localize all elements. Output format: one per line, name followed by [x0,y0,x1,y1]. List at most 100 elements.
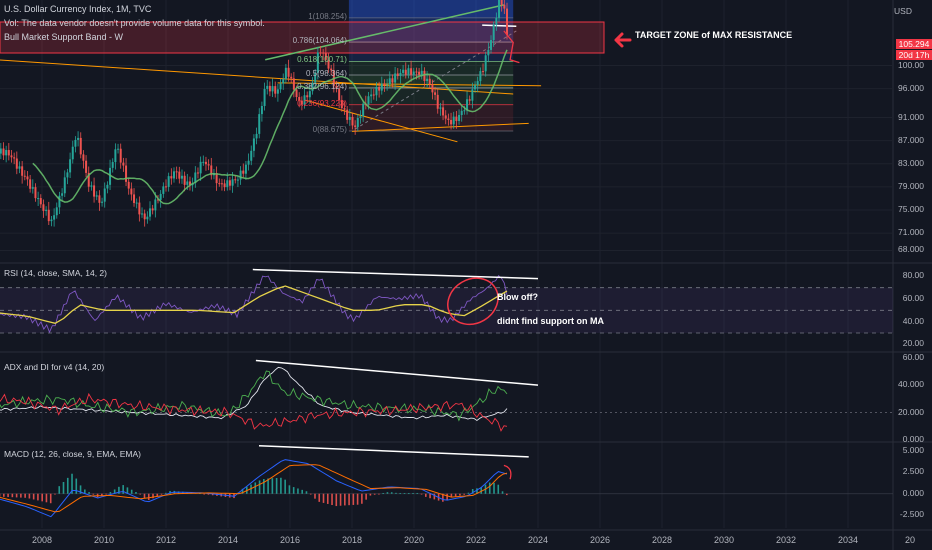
candle-body [372,94,375,96]
candle-body [141,213,144,215]
candle-body [13,157,16,159]
macd-histogram-bar [403,493,406,494]
candle-body [498,0,501,18]
candle-body [474,85,477,90]
macd-histogram-bar [24,493,26,498]
candle-body [133,194,136,203]
candle-body [119,148,122,163]
macd-histogram-bar [331,493,333,506]
candle-body [63,177,66,194]
candle-body [476,81,479,86]
candle-body [431,84,434,93]
macd-histogram-bar [71,473,73,494]
macd-histogram-bar [382,493,384,494]
candle-body [351,116,354,126]
macd-histogram-bar [463,493,465,495]
candle-body [284,67,287,80]
candle-body [188,181,191,186]
candle-body [34,187,37,199]
candle-body [135,202,138,204]
candle-body [276,89,279,94]
candle-body [93,185,96,197]
macd-histogram-bar [275,477,278,494]
macd-histogram-bar [454,493,457,497]
candle-body [460,110,463,116]
candle-body [130,188,133,195]
candle-body [492,25,495,41]
x-tick-label: 20 [904,535,916,545]
candle-body [109,167,112,185]
macd-histogram-bar [390,492,393,494]
fib-level-label: 0.618(100.71) [297,55,347,65]
candle-body [258,114,261,134]
candle-body [386,84,389,86]
macd-histogram-bar [305,491,308,494]
y-tick-label: 68.000 [898,244,924,255]
candle-body [103,188,106,202]
x-tick-label: 2028 [651,535,673,545]
macd-histogram-bar [297,488,299,494]
candle-body [228,180,231,186]
adx-tick-label: 60.00 [902,351,924,362]
candle-body [380,83,383,91]
candle-body [383,83,386,86]
candle-body [125,165,128,182]
y-tick-label: 79.000 [898,180,924,191]
macd-histogram-bar [54,493,56,495]
candle-body [15,158,18,169]
macd-histogram-bar [271,478,274,494]
candle-body [356,118,359,127]
symbol-title: U.S. Dollar Currency Index, 1M, TVC [4,4,152,14]
candle-body [21,166,24,176]
macd-histogram-bar [62,482,65,494]
candle-body [87,172,90,187]
candle-body [170,176,173,179]
x-tick-label: 2030 [713,535,735,545]
macd-histogram-bar [3,493,5,497]
macd-histogram-bar [450,493,453,498]
macd-histogram-bar [378,493,380,495]
candle-body [55,207,58,216]
candle-body [455,116,458,121]
fib-extension-zone [348,0,514,18]
macd-histogram-bar [386,492,389,494]
candle-body [410,68,413,75]
candle-body [252,138,255,151]
candle-body [444,115,447,119]
candle-body [234,179,237,181]
candle-body [428,78,431,85]
candle-body [322,52,325,54]
candle-body [175,171,178,173]
macd-histogram-bar [135,492,137,494]
candle-body [2,148,5,156]
target-arrow-icon [614,32,632,48]
candle-body [394,73,397,83]
candle-body [418,71,421,75]
candle-body [484,55,487,72]
candle-body [69,159,72,173]
candle-body [220,183,223,185]
macd-histogram-bar [344,493,346,506]
volume-notice: Vol: The data vendor doesn't provide vol… [4,18,265,28]
blow-off-note: Blow off? [497,292,538,302]
candle-body [295,89,298,98]
candle-body [316,52,319,73]
macd-histogram-bar [497,484,500,494]
macd-histogram-bar [28,493,31,499]
candle-body [186,181,189,185]
candle-body [279,83,282,90]
currency-label: USD [894,6,912,16]
candle-body [306,95,309,98]
candle-body [274,86,277,94]
candle-body [426,78,429,82]
minus-di-line [0,392,508,432]
rsi-divergence-line [252,268,539,280]
candle-body [111,162,114,168]
candle-body [207,164,210,166]
candle-body [468,99,471,101]
adx-divergence-line [255,359,539,386]
macd-histogram-bar [488,482,491,494]
candle-body [266,85,269,89]
fib-zone [348,75,514,88]
